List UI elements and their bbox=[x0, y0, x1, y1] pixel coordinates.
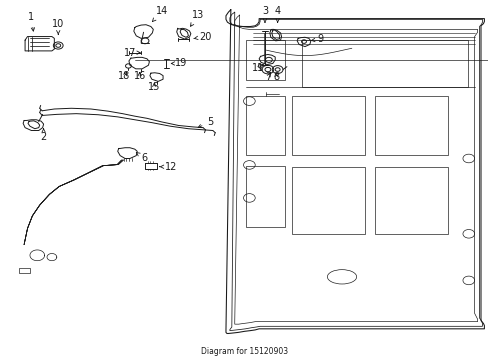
Bar bbox=[19, 268, 30, 273]
Bar bbox=[292, 167, 365, 234]
Bar bbox=[374, 167, 447, 234]
Text: 7: 7 bbox=[264, 72, 271, 82]
Bar bbox=[292, 96, 365, 155]
Text: 6: 6 bbox=[136, 152, 147, 163]
Text: 1: 1 bbox=[28, 12, 35, 31]
Bar bbox=[374, 96, 447, 155]
Text: 11: 11 bbox=[251, 63, 263, 73]
Text: 14: 14 bbox=[152, 6, 167, 22]
Text: 10: 10 bbox=[52, 19, 64, 35]
Bar bbox=[245, 40, 285, 80]
Bar bbox=[302, 40, 467, 87]
Text: 16: 16 bbox=[133, 71, 145, 81]
Text: 20: 20 bbox=[193, 32, 211, 41]
Text: 18: 18 bbox=[118, 71, 130, 81]
Text: 4: 4 bbox=[274, 6, 280, 22]
Text: 3: 3 bbox=[262, 6, 267, 22]
Text: 17: 17 bbox=[123, 48, 140, 58]
Text: Diagram for 15120903: Diagram for 15120903 bbox=[201, 347, 287, 356]
Bar bbox=[245, 96, 285, 155]
Text: 15: 15 bbox=[148, 82, 160, 92]
Bar bbox=[245, 166, 285, 226]
Text: 9: 9 bbox=[311, 35, 323, 44]
Text: 13: 13 bbox=[190, 10, 204, 26]
Text: 8: 8 bbox=[273, 72, 279, 82]
Text: 5: 5 bbox=[198, 117, 213, 128]
Text: 2: 2 bbox=[41, 129, 47, 142]
Text: 19: 19 bbox=[171, 58, 187, 68]
Text: 12: 12 bbox=[159, 162, 177, 172]
